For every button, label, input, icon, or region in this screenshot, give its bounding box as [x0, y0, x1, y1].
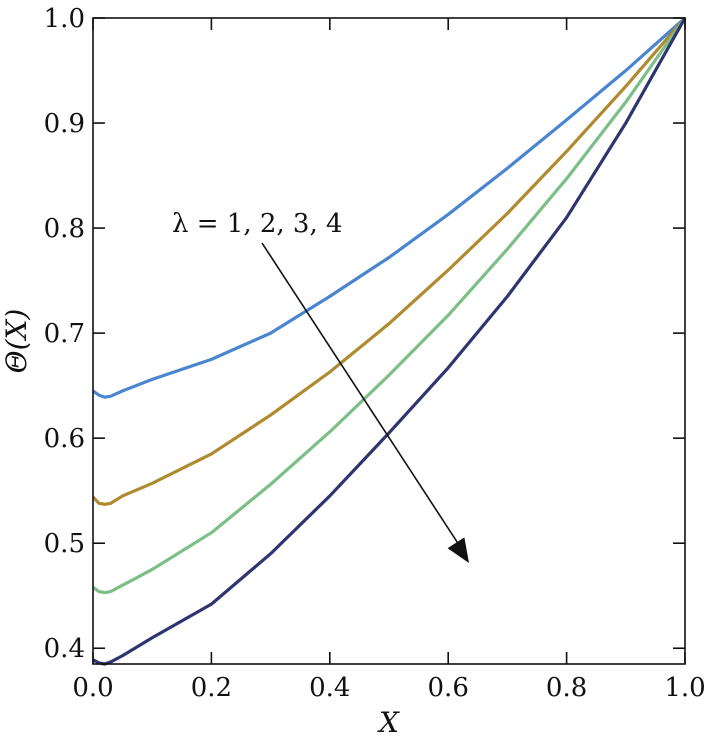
y-axis-label: Θ(X) [0, 309, 33, 374]
series-layer [91, 16, 687, 666]
lambda-annotation: λ = 1, 2, 3, 4 [172, 209, 343, 239]
x-axis-label: X [377, 706, 400, 739]
series-line-4 [92, 17, 687, 666]
y-tick-label: 0.4 [44, 634, 85, 664]
y-tick-label: 0.5 [44, 529, 85, 559]
y-tick-label: 1.0 [44, 4, 85, 34]
x-tick-label: 0.2 [191, 673, 232, 703]
annotation-layer: λ = 1, 2, 3, 4 [172, 209, 469, 563]
x-tick-label: 0.8 [546, 673, 587, 703]
annotation-arrowhead [447, 537, 469, 563]
series-line-3 [92, 17, 687, 595]
annotation-arrow [261, 242, 464, 552]
series-line-1 [92, 16, 687, 399]
x-tick-label: 0.0 [72, 673, 113, 703]
x-tick-label: 1.0 [664, 673, 705, 703]
plot-frame [92, 17, 686, 665]
x-tick-label: 0.6 [428, 673, 469, 703]
series-line-2 [91, 16, 687, 506]
ticks-layer: 0.0 0.2 0.4 0.6 0.8 1.0 0.4 0.5 0.6 0.7 0.8 0.9 1.0 [44, 4, 706, 703]
y-tick-label: 0.6 [44, 424, 85, 454]
y-tick-label: 0.9 [44, 109, 85, 139]
y-tick-label: 0.7 [44, 319, 85, 349]
y-tick-label: 0.8 [44, 214, 85, 244]
x-tick-label: 0.4 [309, 673, 350, 703]
